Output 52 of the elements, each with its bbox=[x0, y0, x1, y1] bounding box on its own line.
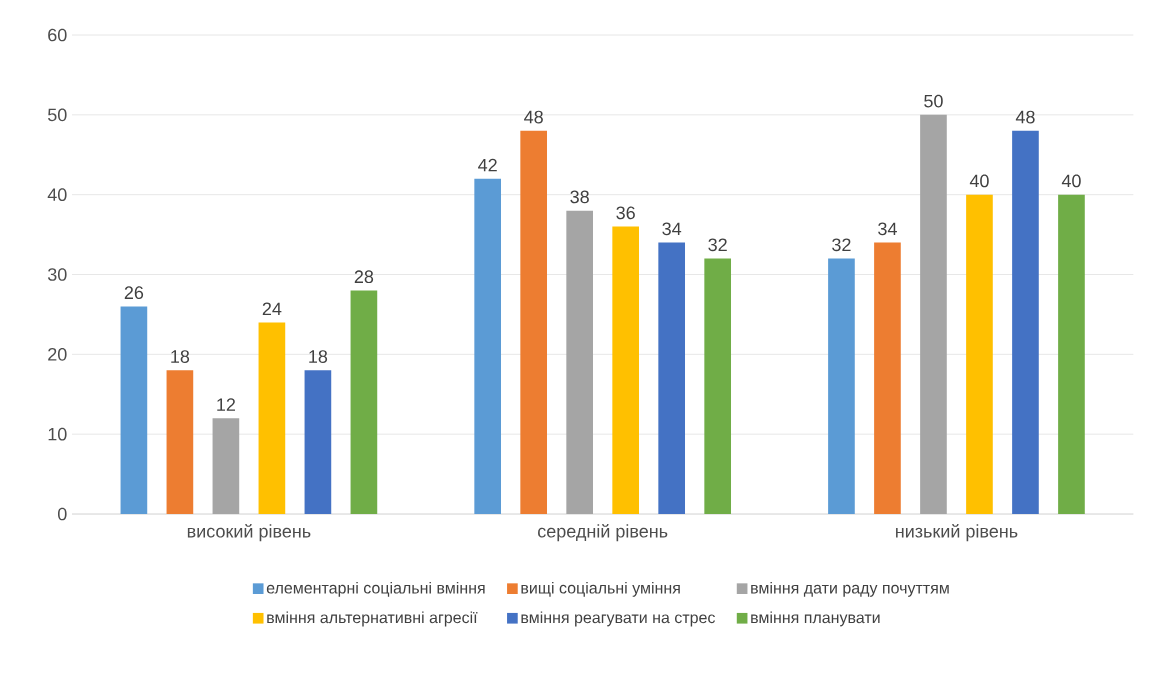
bar bbox=[520, 130, 547, 514]
legend-label: вміння планувати bbox=[751, 611, 880, 627]
data-label: 24 bbox=[262, 302, 282, 316]
legend-label: вищі соціальні уміння bbox=[521, 581, 680, 597]
bar bbox=[704, 258, 732, 514]
data-label: 38 bbox=[570, 190, 589, 204]
x-tick-label: високий рівень bbox=[187, 524, 311, 542]
bar bbox=[612, 226, 639, 514]
bar bbox=[828, 258, 855, 514]
data-label: 18 bbox=[309, 350, 328, 363]
y-tick-label: 60 bbox=[48, 28, 67, 42]
data-label: 12 bbox=[217, 398, 236, 411]
bar bbox=[658, 242, 686, 514]
data-label: 28 bbox=[354, 270, 374, 284]
bar bbox=[166, 370, 194, 514]
bar bbox=[1012, 130, 1039, 514]
data-label: 36 bbox=[616, 206, 635, 220]
legend-label: елементарні соціальні вміння bbox=[266, 581, 485, 597]
data-label: 32 bbox=[708, 238, 727, 252]
y-tick-label: 30 bbox=[47, 268, 67, 281]
data-label: 42 bbox=[478, 158, 497, 172]
data-label: 18 bbox=[171, 350, 190, 363]
data-label: 40 bbox=[969, 174, 989, 188]
data-label: 48 bbox=[1015, 110, 1035, 124]
bar bbox=[566, 210, 593, 514]
data-label: 50 bbox=[924, 94, 943, 108]
bar bbox=[920, 114, 947, 514]
bar bbox=[350, 290, 378, 514]
legend-label: вміння альтернативні агресії bbox=[267, 611, 478, 627]
bar bbox=[304, 370, 332, 514]
y-tick-label: 10 bbox=[48, 427, 67, 441]
bar bbox=[258, 322, 286, 514]
data-label: 26 bbox=[124, 286, 144, 300]
bar bbox=[874, 242, 901, 514]
data-label: 34 bbox=[662, 222, 682, 236]
y-tick-label: 50 bbox=[47, 108, 67, 122]
legend-label: вміння реагувати на стрес bbox=[521, 611, 716, 627]
legend-label: вміння дати раду почуттям bbox=[751, 581, 949, 597]
bar bbox=[474, 178, 501, 514]
x-tick-label: низький рівень bbox=[896, 524, 1018, 542]
data-label: 34 bbox=[878, 222, 897, 236]
bar bbox=[1058, 194, 1085, 514]
data-label: 40 bbox=[1061, 174, 1081, 188]
y-tick-label: 20 bbox=[48, 347, 67, 361]
bar bbox=[212, 418, 240, 514]
y-tick-label: 0 bbox=[57, 507, 67, 521]
data-label: 48 bbox=[524, 110, 543, 124]
bar bbox=[120, 306, 148, 514]
bar bbox=[966, 194, 993, 514]
x-tick-label: середній рівень bbox=[538, 524, 668, 542]
data-label: 32 bbox=[832, 238, 851, 252]
y-tick-label: 40 bbox=[47, 188, 67, 202]
